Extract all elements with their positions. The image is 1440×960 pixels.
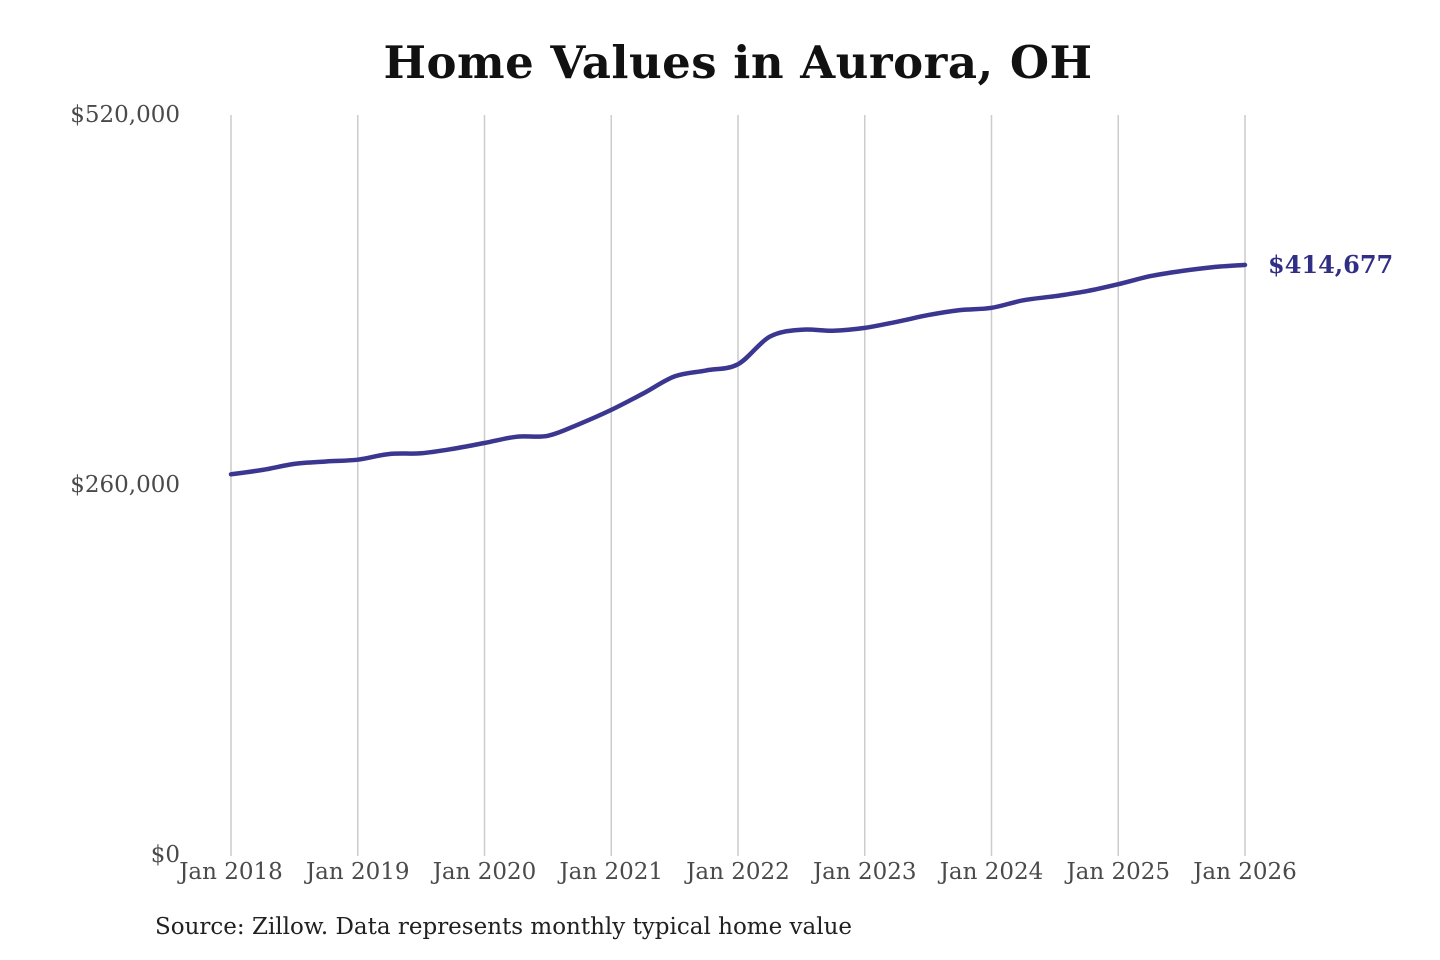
- x-tick-label: Jan 2019: [305, 859, 410, 885]
- end-value-label: $414,677: [1268, 249, 1394, 279]
- y-tick-label: $0: [150, 842, 180, 868]
- chart-title: Home Values in Aurora, OH: [383, 36, 1093, 89]
- y-tick-label: $260,000: [70, 472, 180, 498]
- x-tick-label: Jan 2020: [432, 859, 537, 885]
- source-note: Source: Zillow. Data represents monthly …: [155, 914, 853, 940]
- x-tick-label: Jan 2026: [1193, 859, 1297, 885]
- y-tick-label: $520,000: [70, 102, 180, 128]
- x-tick-label: Jan 2021: [559, 859, 664, 885]
- x-tick-label: Jan 2022: [686, 859, 790, 885]
- home-value-line: [228, 262, 1248, 477]
- x-tick-label: Jan 2023: [812, 859, 917, 885]
- x-tick-label: Jan 2024: [939, 859, 1044, 885]
- x-tick-label: Jan 2025: [1066, 859, 1171, 885]
- x-tick-label: Jan 2018: [179, 859, 283, 885]
